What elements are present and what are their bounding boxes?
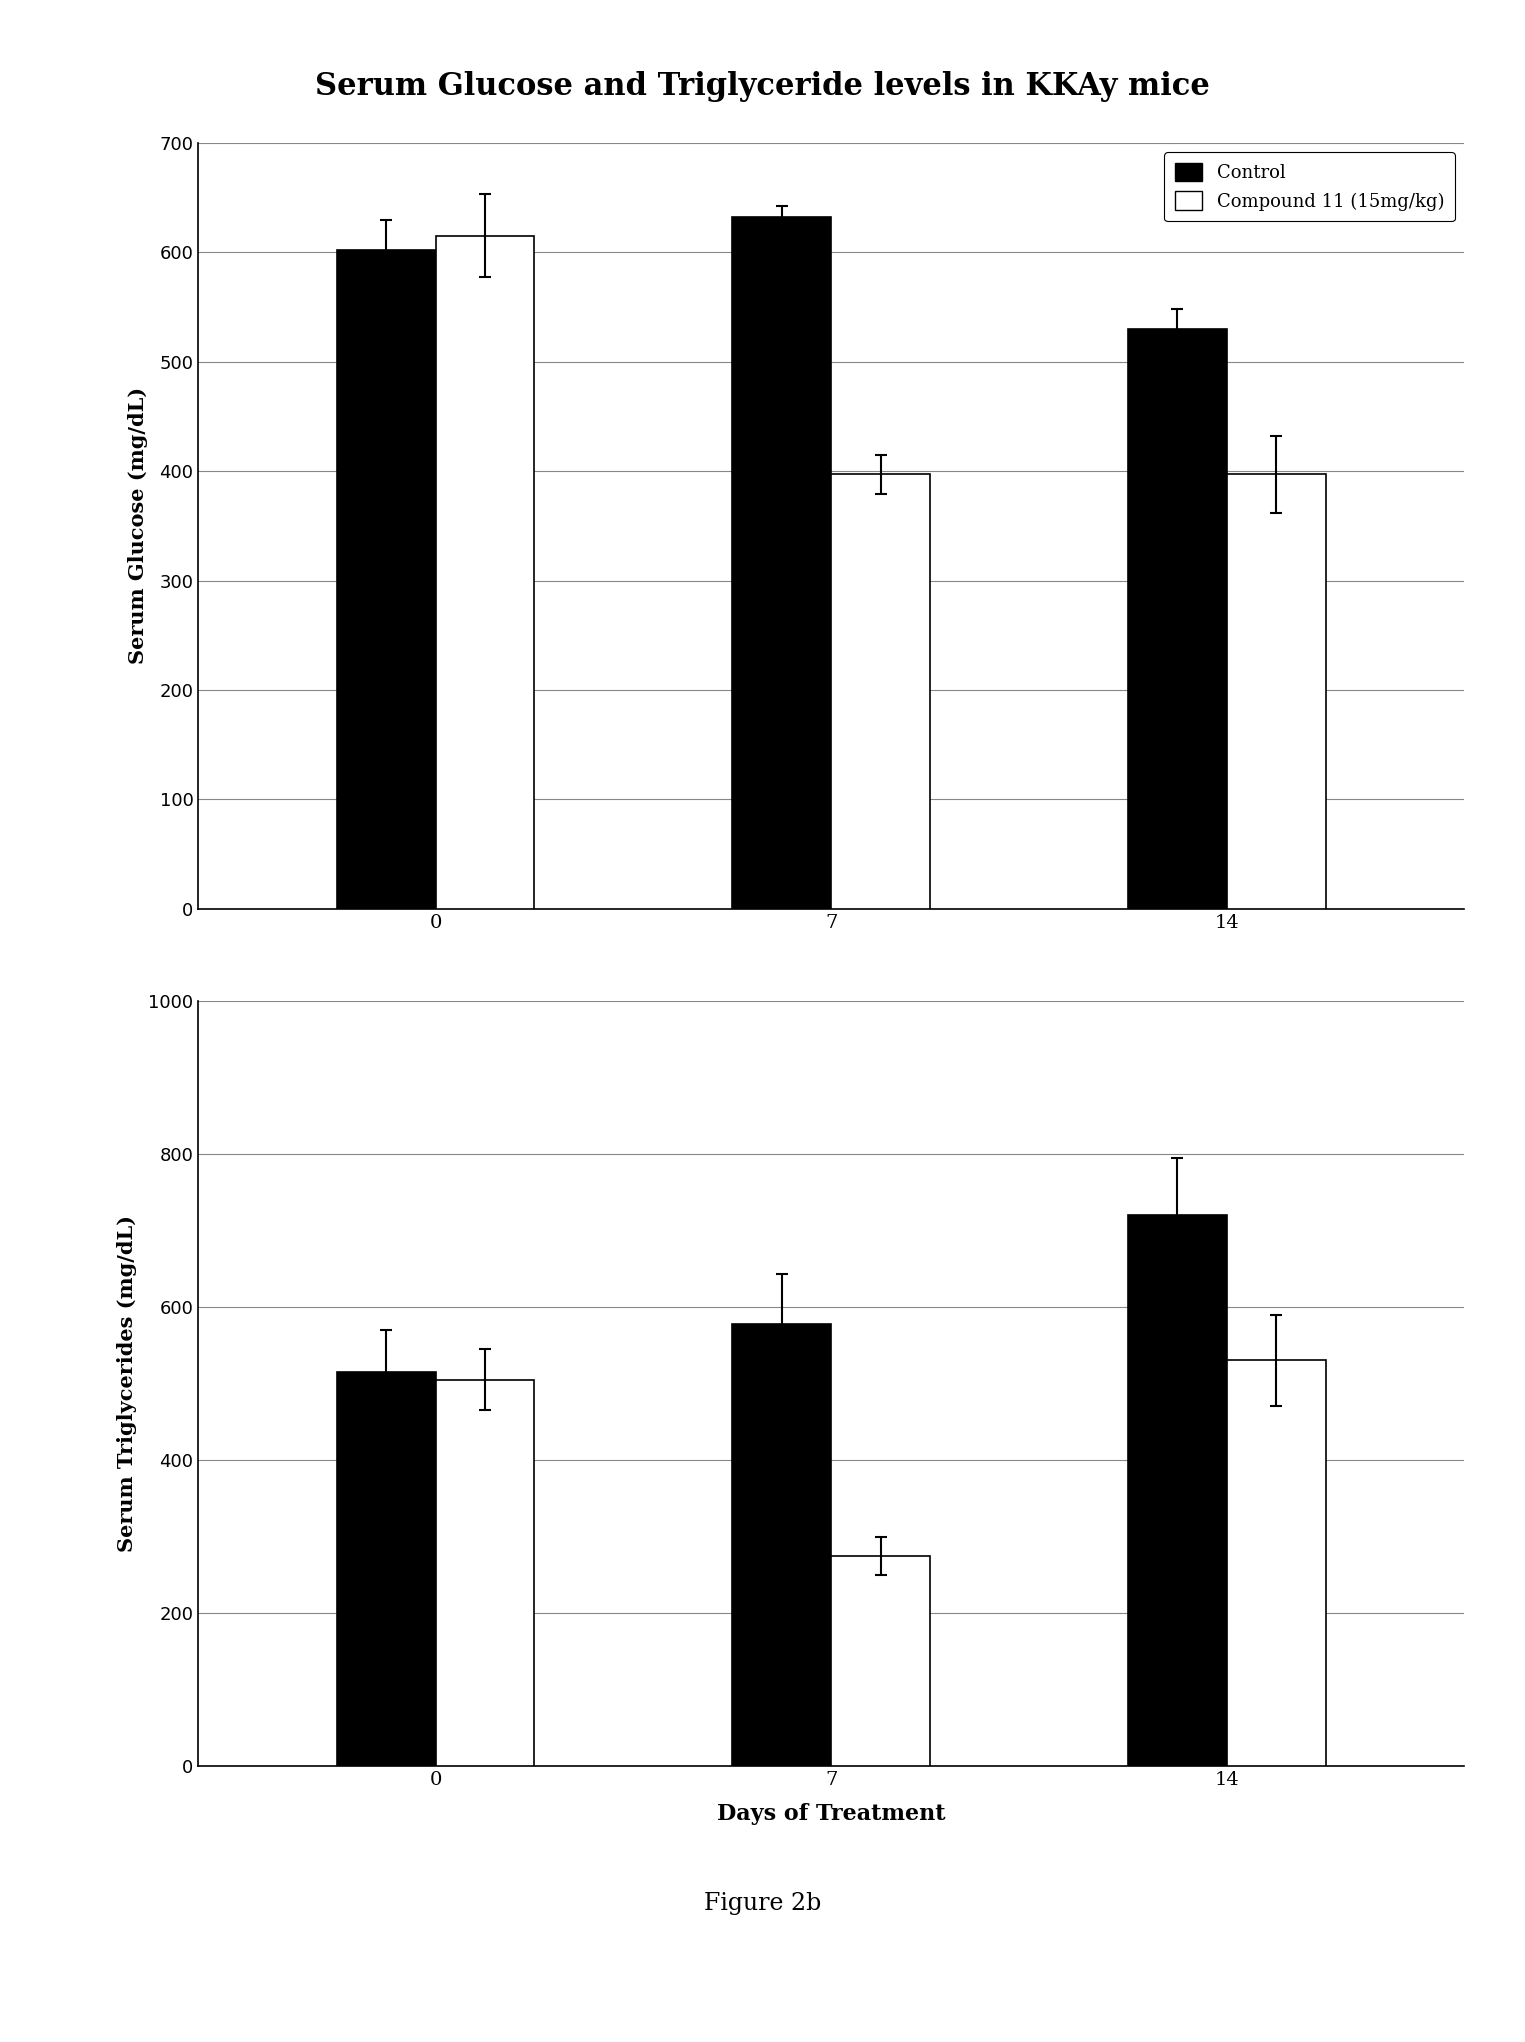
- Bar: [1226, 474, 1325, 909]
- Bar: [1128, 1215, 1226, 1766]
- Legend: Control, Compound 11 (15mg/kg): Control, Compound 11 (15mg/kg): [1164, 151, 1455, 221]
- Bar: [1128, 329, 1226, 909]
- Y-axis label: Serum Triglycerides (mg/dL): Serum Triglycerides (mg/dL): [117, 1215, 137, 1552]
- Text: Figure 2b: Figure 2b: [705, 1891, 820, 1915]
- Bar: [732, 1323, 831, 1766]
- Bar: [831, 1556, 930, 1766]
- X-axis label: Days of Treatment: Days of Treatment: [717, 1803, 946, 1826]
- Bar: [436, 1380, 534, 1766]
- Bar: [436, 237, 534, 909]
- Bar: [1226, 1360, 1325, 1766]
- Text: Serum Glucose and Triglyceride levels in KKAy mice: Serum Glucose and Triglyceride levels in…: [316, 71, 1209, 102]
- Y-axis label: Serum Glucose (mg/dL): Serum Glucose (mg/dL): [128, 388, 148, 664]
- Bar: [337, 1372, 436, 1766]
- Bar: [831, 474, 930, 909]
- Bar: [337, 249, 436, 909]
- Bar: [732, 216, 831, 909]
